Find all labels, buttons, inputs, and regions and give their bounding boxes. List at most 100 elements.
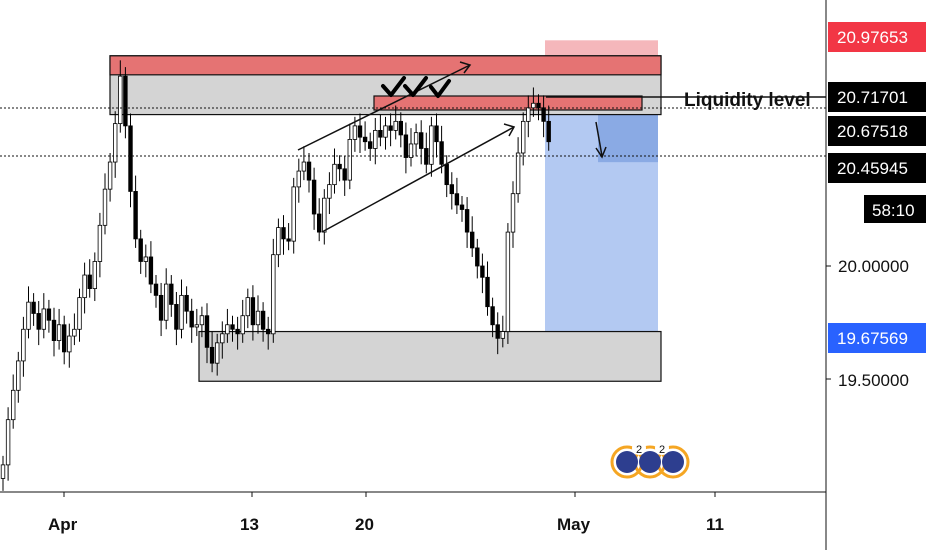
candle: [515, 137, 521, 203]
price-axis[interactable]: 20.00000 19.50000 20.97653 20.71701 20.675…: [826, 22, 926, 390]
candle: [403, 122, 409, 174]
zones-layer: [109, 40, 662, 382]
candle: [240, 299, 245, 343]
candle: [490, 297, 495, 338]
candle: [184, 286, 189, 324]
projection-arrow-line: [595, 121, 603, 157]
candle: [209, 331, 215, 373]
channel-lower-line[interactable]: [321, 126, 515, 233]
candle: [5, 407, 11, 481]
candle: [67, 323, 72, 368]
channel-lower-arrowhead: [503, 123, 516, 137]
x-tick-label: 20: [355, 515, 374, 534]
candle: [495, 312, 500, 355]
candle: [220, 321, 225, 359]
candle: [454, 177, 460, 215]
candle: [31, 293, 36, 326]
candle: [429, 116, 434, 177]
candle: [158, 282, 164, 337]
candle: [148, 241, 154, 294]
candle: [179, 279, 184, 339]
candle: [337, 155, 342, 182]
check-mark-icon: [403, 76, 428, 97]
price-label-text: 20.45945: [837, 159, 908, 178]
candle: [143, 244, 148, 278]
time-axis[interactable]: Apr 13 20 May 11: [48, 492, 724, 534]
candle: [82, 262, 87, 314]
candle: [250, 285, 256, 341]
candle: [62, 315, 67, 365]
supply-zone-top-band[interactable]: [109, 55, 662, 76]
candle: [87, 259, 92, 298]
candle: [306, 153, 312, 193]
candle: [301, 146, 307, 181]
candle: [362, 121, 368, 151]
candle: [26, 286, 31, 339]
candle: [327, 172, 332, 215]
price-label-badge: 19.67569: [828, 323, 926, 353]
candle: [367, 132, 373, 161]
y-tick-label: 19.50000: [838, 371, 909, 390]
candle: [169, 275, 174, 317]
candle: [21, 316, 26, 377]
candle: [118, 60, 123, 133]
x-tick-label: Apr: [48, 515, 78, 534]
candle: [16, 351, 21, 403]
candle: [286, 223, 291, 251]
check-mark-icon: [381, 76, 406, 97]
x-tick-label: 13: [240, 515, 259, 534]
demand-zone[interactable]: [198, 330, 662, 382]
price-label-text: 20.71701: [837, 88, 908, 107]
candle: [102, 173, 108, 235]
candle: [434, 113, 439, 158]
candle: [92, 252, 97, 302]
liquidity-level-label: Liquidity level: [684, 90, 811, 111]
candle: [459, 195, 465, 222]
check-mark-icon: [429, 79, 451, 98]
candle: [541, 95, 546, 138]
candle: [72, 313, 77, 346]
candle: [475, 238, 480, 279]
svg-text:2: 2: [659, 444, 665, 456]
candle: [408, 128, 414, 167]
candle: [378, 114, 383, 147]
candle: [214, 333, 220, 376]
candle: [138, 229, 143, 274]
candle: [189, 298, 194, 343]
candle: [41, 293, 46, 339]
candle: [393, 105, 398, 140]
candle: [194, 308, 199, 337]
candle: [128, 113, 133, 208]
candle: [546, 105, 551, 151]
candle: [46, 299, 52, 333]
candle: [10, 374, 16, 429]
candle: [36, 301, 41, 346]
candle: [163, 268, 169, 330]
candle: [230, 315, 235, 342]
candle: [500, 315, 505, 348]
candle: [271, 238, 276, 343]
candle: [255, 295, 261, 334]
candle: [536, 94, 541, 121]
candle: [485, 261, 490, 316]
y-tick: 20.00000: [826, 257, 909, 276]
price-label-badge: 20.71701: [828, 82, 926, 112]
candle: [113, 111, 118, 178]
candle: [281, 215, 286, 255]
y-tick-label: 20.00000: [838, 257, 909, 276]
candle: [316, 198, 322, 242]
candle: [174, 291, 179, 346]
candle: [464, 197, 470, 248]
candle: [322, 189, 327, 245]
liquidity-band[interactable]: [373, 95, 643, 111]
candle: [97, 212, 103, 278]
candle: [332, 148, 337, 194]
candle: [51, 307, 57, 357]
channel-upper-arrowhead: [459, 61, 472, 74]
price-label-badge: 20.45945: [828, 153, 926, 183]
candle: [56, 308, 62, 350]
price-label-text: 20.97653: [837, 28, 908, 47]
candle: [260, 302, 266, 342]
candle: [383, 116, 388, 150]
